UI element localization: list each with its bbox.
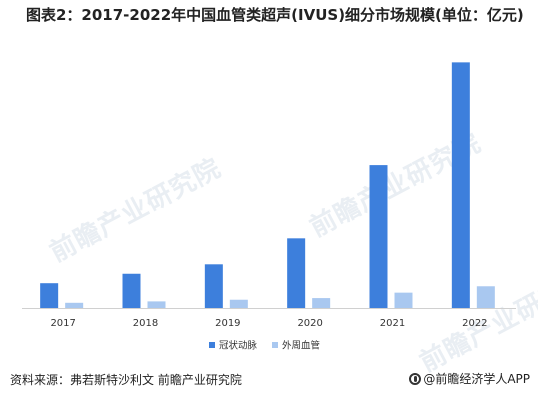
legend-label: 外周血管 bbox=[282, 340, 320, 352]
bar-peripheral-2020 bbox=[312, 298, 331, 308]
bar-peripheral-2019 bbox=[229, 299, 248, 308]
bar-peripheral-2018 bbox=[147, 301, 166, 308]
legend-swatch bbox=[272, 342, 278, 348]
chart-title: 图表2：2017-2022年中国血管类超声(IVUS)细分市场规模(单位：亿元) bbox=[26, 6, 524, 24]
x-tick-label: 2017 bbox=[50, 318, 75, 329]
x-tick-label: 2022 bbox=[462, 318, 487, 329]
bar-peripheral-2017 bbox=[65, 302, 84, 308]
x-tick-label: 2019 bbox=[215, 318, 240, 329]
bar-coronary-2017 bbox=[40, 283, 59, 308]
legend: 冠状动脉 外周血管 bbox=[209, 340, 320, 352]
bar-coronary-2019 bbox=[204, 264, 223, 308]
legend-swatch bbox=[209, 342, 215, 348]
bar-coronary-2020 bbox=[287, 238, 306, 308]
legend-label: 冠状动脉 bbox=[219, 340, 258, 352]
bar-coronary-2022 bbox=[451, 62, 470, 308]
brand-label: @前瞻经济学人APP bbox=[409, 370, 530, 387]
bar-coronary-2021 bbox=[369, 165, 388, 308]
x-tick-label: 2018 bbox=[133, 318, 158, 329]
brand-text: @前瞻经济学人APP bbox=[423, 372, 530, 386]
bar-peripheral-2022 bbox=[476, 286, 495, 308]
bar-peripheral-2021 bbox=[394, 292, 413, 308]
bar-coronary-2018 bbox=[122, 273, 141, 308]
x-tick-label: 2021 bbox=[380, 318, 405, 329]
source-note: 资料来源：弗若斯特沙利文 前瞻产业研究院 bbox=[10, 373, 242, 387]
brand-logo-icon bbox=[409, 372, 422, 385]
x-tick-label: 2020 bbox=[297, 318, 322, 329]
